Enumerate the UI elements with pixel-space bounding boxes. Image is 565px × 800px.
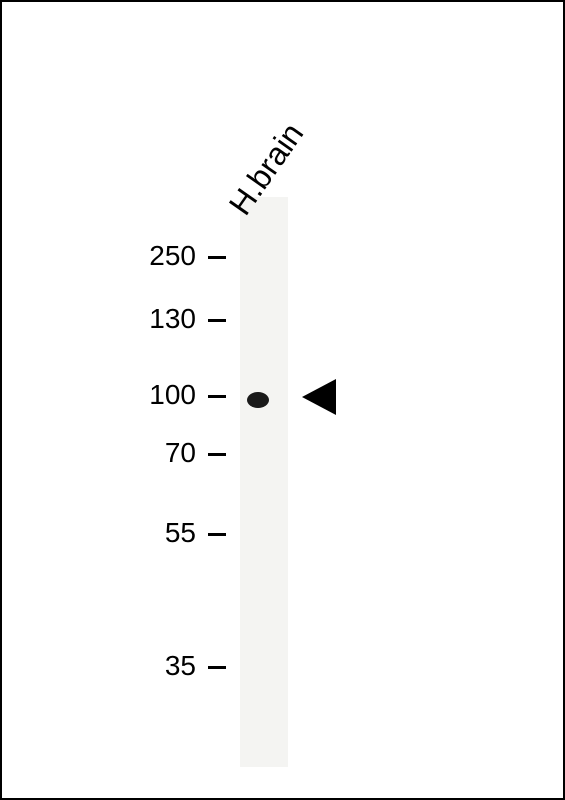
mw-tick xyxy=(208,666,226,669)
mw-label: 100 xyxy=(149,379,196,411)
protein-band xyxy=(247,392,269,408)
mw-tick xyxy=(208,256,226,259)
band-indicator-arrow xyxy=(302,379,336,415)
mw-label: 250 xyxy=(149,240,196,272)
blot-lane xyxy=(240,197,288,767)
mw-label: 70 xyxy=(165,437,196,469)
mw-label: 130 xyxy=(149,303,196,335)
plot-area: H.brain 250130100705535 xyxy=(2,2,563,798)
mw-label: 35 xyxy=(165,650,196,682)
mw-label: 55 xyxy=(165,517,196,549)
mw-tick xyxy=(208,395,226,398)
mw-tick xyxy=(208,319,226,322)
mw-tick xyxy=(208,453,226,456)
western-blot-frame: H.brain 250130100705535 xyxy=(0,0,565,800)
mw-tick xyxy=(208,533,226,536)
